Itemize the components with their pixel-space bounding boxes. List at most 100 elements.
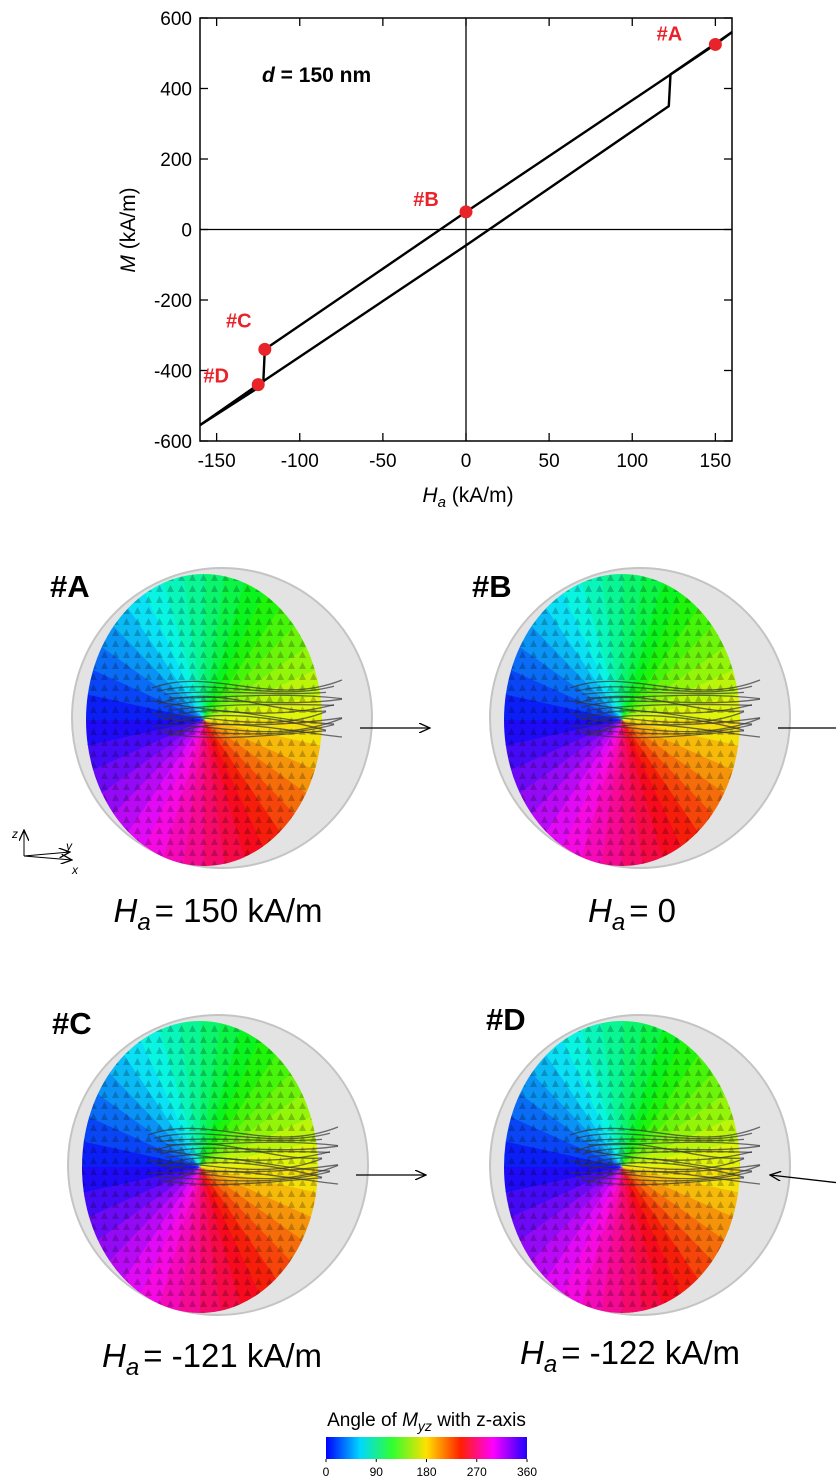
streamline (581, 710, 753, 725)
streamline (157, 695, 327, 712)
streamline (159, 1157, 331, 1172)
streamline (169, 714, 327, 731)
colorbar-tick-label: 180 (416, 1465, 436, 1479)
streamline (163, 710, 335, 725)
colorbar-tick-label: 0 (323, 1465, 330, 1479)
streamline (169, 723, 343, 738)
y-axis-title-part: M (117, 255, 140, 273)
streamline (151, 710, 327, 724)
y-tick-label: -400 (154, 362, 192, 383)
streamline (153, 1170, 331, 1182)
triad-axis (23, 852, 70, 856)
cone-texture (504, 574, 740, 866)
state-label: #A (657, 23, 683, 45)
state-point (459, 205, 473, 219)
panel-label: #C (52, 1006, 92, 1041)
hysteresis-branch (199, 31, 733, 427)
state-label: #D (203, 366, 229, 388)
streamline (587, 723, 761, 738)
panel-label: #A (50, 569, 90, 604)
state-point (251, 378, 265, 392)
panel-caption-part: H (102, 1337, 126, 1374)
x-tick-label: 100 (616, 451, 648, 472)
triad-label: x (71, 863, 79, 877)
cone-texture (504, 1021, 740, 1313)
streamline (147, 1164, 339, 1180)
x-axis-title-part: (kA/m) (446, 484, 514, 507)
x-tick-label: 150 (700, 451, 732, 472)
y-tick-label: 0 (181, 221, 192, 242)
panel-caption-part: = -122 kA/m (561, 1334, 740, 1371)
colorbar-tick-label: 360 (517, 1465, 537, 1479)
streamline (569, 679, 761, 691)
streamline (165, 1170, 339, 1185)
triad-label: y (65, 839, 73, 853)
colorbar-title-part: Angle of (327, 1410, 402, 1431)
streamline (569, 1157, 745, 1171)
sphere-panel (67, 1014, 369, 1316)
panel-caption-part: = 0 (629, 892, 676, 929)
y-tick-label: 200 (160, 150, 192, 171)
streamline (569, 1164, 761, 1180)
x-axis-title-part: H (422, 484, 438, 507)
panel-caption-part: a (544, 1351, 557, 1378)
cone-texture (86, 574, 322, 866)
streamline (157, 685, 335, 693)
panel-caption-part: H (588, 892, 612, 929)
panel-label: #D (486, 1002, 526, 1037)
x-tick-label: -150 (198, 451, 236, 472)
y-tick-label: -600 (154, 432, 192, 453)
streamline (159, 1145, 339, 1155)
streamline (575, 1142, 745, 1159)
sphere-panel (71, 567, 373, 869)
panel-caption-part: a (612, 909, 625, 936)
colorbar-title: Angle of Myz with z-axis (327, 1410, 526, 1434)
panel-caption-part: a (126, 1354, 139, 1381)
streamline (569, 1126, 761, 1138)
streamline (153, 1142, 323, 1159)
panel-caption-part: a (137, 909, 150, 936)
streamline (569, 710, 745, 724)
field-arrow (770, 1175, 836, 1184)
streamline (587, 1150, 753, 1159)
y-tick-label: -200 (154, 291, 192, 312)
streamline (165, 1161, 323, 1178)
colorbar-title-part: M (402, 1410, 418, 1431)
y-tick-label: 400 (160, 80, 192, 101)
state-point (258, 342, 272, 356)
panel-caption: Ha = 0 (588, 892, 676, 936)
panel-caption-part: H (113, 892, 137, 929)
colorbar (326, 1437, 527, 1459)
panel-caption-part: = 150 kA/m (155, 892, 323, 929)
streamline (581, 1157, 753, 1172)
panel-caption: Ha = -121 kA/m (102, 1337, 322, 1381)
streamline (575, 685, 753, 693)
panel-caption: Ha = 150 kA/m (113, 892, 322, 936)
streamline (575, 1170, 753, 1182)
streamline (165, 1150, 331, 1159)
streamline (587, 1170, 761, 1185)
colorbar-title-part: with z-axis (432, 1410, 526, 1431)
x-tick-label: 50 (539, 451, 560, 472)
x-tick-label: -50 (369, 451, 396, 472)
streamline (147, 1126, 339, 1138)
streamline (587, 714, 745, 731)
panel-caption: Ha = -122 kA/m (520, 1334, 740, 1378)
streamline (569, 717, 761, 733)
streamline (163, 691, 327, 696)
streamline (581, 1145, 761, 1155)
streamline (587, 1141, 761, 1147)
streamline (581, 1138, 745, 1143)
streamline (587, 703, 753, 712)
streamline (169, 694, 343, 700)
streamline (587, 694, 761, 700)
annotation-part: d (262, 64, 276, 87)
triad-axis (23, 856, 72, 860)
annotation-part: = 150 nm (275, 64, 371, 87)
state-point (708, 37, 722, 51)
sphere-panel (489, 1014, 791, 1316)
streamline (575, 695, 745, 712)
streamline (147, 1157, 323, 1171)
